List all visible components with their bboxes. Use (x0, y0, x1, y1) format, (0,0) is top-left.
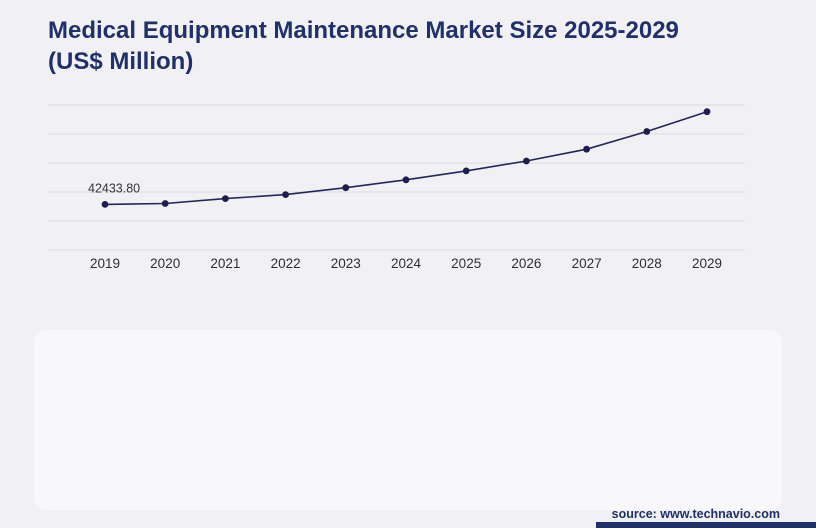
x-axis-label: 2022 (271, 256, 301, 271)
source-attribution[interactable]: source: www.technavio.com (611, 507, 780, 521)
x-axis-label: 2024 (391, 256, 422, 271)
x-axis-label: 2027 (572, 256, 602, 271)
x-axis-label: 2029 (692, 256, 722, 271)
stats-panel: 12.6% 2025 Year-over-Year ACCELERATING G… (34, 330, 782, 510)
page-title-line2: (US$ Million) (48, 47, 194, 75)
market-size-line (104, 110, 708, 206)
x-axis-label: 2019 (90, 256, 120, 271)
x-axis-label: 2028 (632, 256, 662, 271)
footer-accent-bar (596, 522, 816, 528)
data-point (222, 195, 229, 202)
data-point (161, 200, 169, 207)
data-point (523, 157, 530, 165)
x-axis-label: 2023 (331, 256, 361, 271)
market-chart-svg: 42433.80 2019 2020 2021 2022 2023 2024 2025 2026… (48, 104, 745, 271)
first-point-label: 42433.80 (88, 181, 140, 195)
data-point (342, 184, 350, 192)
x-axis-label: 2021 (210, 256, 240, 271)
data-point (402, 176, 410, 184)
page-title: Medical Equipment Maintenance Market Siz… (48, 16, 768, 77)
data-point (101, 201, 109, 208)
data-point (703, 108, 711, 116)
market-size-chart: 42433.80 2019 2020 2021 2022 2023 2024 2025 2026… (48, 95, 748, 280)
page-title-line1: Medical Equipment Maintenance Market Siz… (48, 17, 679, 44)
x-axis-label: 2020 (150, 256, 180, 271)
data-point (282, 191, 289, 198)
data-point (462, 167, 470, 175)
x-axis-label: 2026 (511, 256, 541, 271)
data-point (643, 128, 651, 135)
x-axis-label: 2025 (451, 256, 481, 271)
data-point (583, 145, 590, 153)
